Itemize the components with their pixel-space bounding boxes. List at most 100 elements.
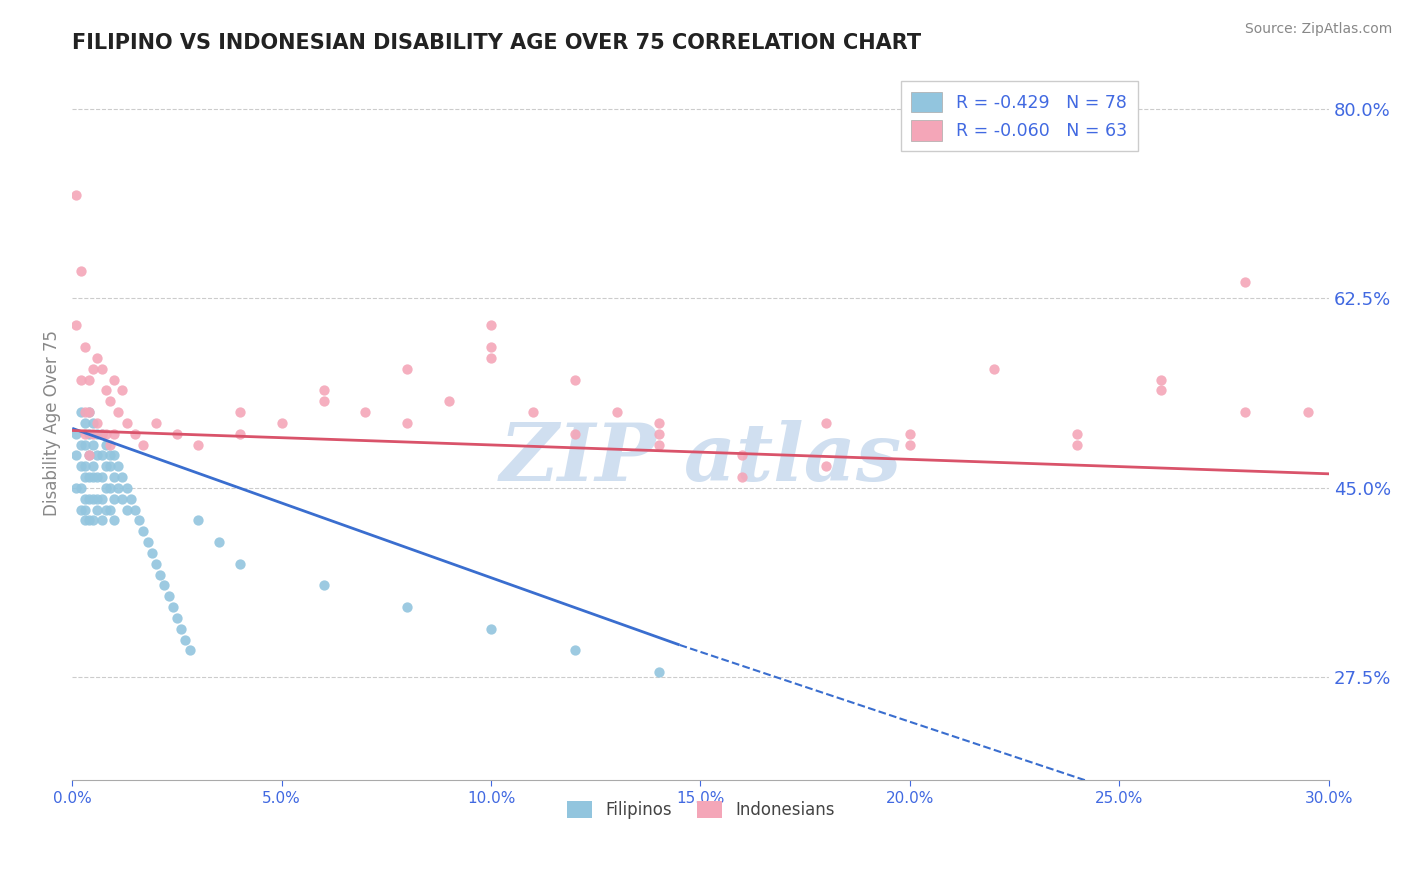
Point — [396, 361, 419, 376]
Point — [647, 437, 669, 451]
Point — [983, 361, 1005, 376]
Point — [90, 491, 112, 506]
Point — [564, 643, 586, 657]
Point — [98, 449, 121, 463]
Point — [90, 426, 112, 441]
Point — [82, 470, 104, 484]
Point — [647, 416, 669, 430]
Point — [522, 405, 544, 419]
Point — [77, 491, 100, 506]
Point — [162, 600, 184, 615]
Point — [132, 524, 155, 539]
Point — [73, 470, 96, 484]
Point — [396, 416, 419, 430]
Point — [69, 459, 91, 474]
Point — [115, 416, 138, 430]
Text: Source: ZipAtlas.com: Source: ZipAtlas.com — [1244, 22, 1392, 37]
Point — [128, 513, 150, 527]
Point — [86, 449, 108, 463]
Point — [136, 535, 159, 549]
Point — [229, 405, 252, 419]
Point — [65, 481, 87, 495]
Point — [174, 632, 197, 647]
Point — [94, 459, 117, 474]
Point — [229, 557, 252, 571]
Point — [1066, 426, 1088, 441]
Point — [98, 394, 121, 409]
Point — [111, 491, 134, 506]
Point — [1150, 384, 1173, 398]
Point — [312, 394, 335, 409]
Point — [564, 373, 586, 387]
Point — [111, 384, 134, 398]
Point — [479, 622, 502, 636]
Point — [65, 449, 87, 463]
Point — [103, 449, 125, 463]
Point — [815, 416, 838, 430]
Point — [606, 405, 628, 419]
Point — [77, 426, 100, 441]
Point — [82, 416, 104, 430]
Point — [82, 491, 104, 506]
Point — [73, 416, 96, 430]
Point — [86, 426, 108, 441]
Point — [73, 502, 96, 516]
Point — [69, 502, 91, 516]
Point — [94, 437, 117, 451]
Point — [73, 513, 96, 527]
Point — [82, 513, 104, 527]
Y-axis label: Disability Age Over 75: Disability Age Over 75 — [44, 330, 60, 516]
Point — [65, 426, 87, 441]
Point — [312, 384, 335, 398]
Point — [107, 481, 129, 495]
Point — [647, 665, 669, 679]
Point — [1150, 373, 1173, 387]
Point — [437, 394, 460, 409]
Point — [82, 437, 104, 451]
Point — [98, 502, 121, 516]
Point — [77, 449, 100, 463]
Point — [90, 426, 112, 441]
Point — [77, 405, 100, 419]
Point — [82, 459, 104, 474]
Point — [124, 426, 146, 441]
Point — [73, 437, 96, 451]
Point — [103, 513, 125, 527]
Point — [731, 449, 754, 463]
Text: FILIPINO VS INDONESIAN DISABILITY AGE OVER 75 CORRELATION CHART: FILIPINO VS INDONESIAN DISABILITY AGE OV… — [72, 33, 921, 53]
Point — [90, 470, 112, 484]
Text: ZIP atlas: ZIP atlas — [499, 420, 901, 498]
Point — [98, 459, 121, 474]
Point — [479, 340, 502, 354]
Point — [65, 188, 87, 202]
Point — [86, 416, 108, 430]
Point — [111, 470, 134, 484]
Point — [90, 513, 112, 527]
Point — [90, 449, 112, 463]
Point — [73, 405, 96, 419]
Point — [69, 373, 91, 387]
Point — [82, 426, 104, 441]
Point — [73, 459, 96, 474]
Point — [82, 361, 104, 376]
Point — [69, 437, 91, 451]
Point — [86, 491, 108, 506]
Point — [103, 491, 125, 506]
Point — [94, 426, 117, 441]
Point — [647, 426, 669, 441]
Point — [98, 481, 121, 495]
Point — [69, 264, 91, 278]
Point — [94, 384, 117, 398]
Point — [170, 622, 193, 636]
Point — [312, 578, 335, 592]
Point — [103, 470, 125, 484]
Point — [90, 361, 112, 376]
Point — [94, 502, 117, 516]
Point — [153, 578, 176, 592]
Point — [187, 513, 209, 527]
Point — [731, 470, 754, 484]
Point — [115, 502, 138, 516]
Point — [120, 491, 142, 506]
Point — [1296, 405, 1319, 419]
Point — [166, 426, 188, 441]
